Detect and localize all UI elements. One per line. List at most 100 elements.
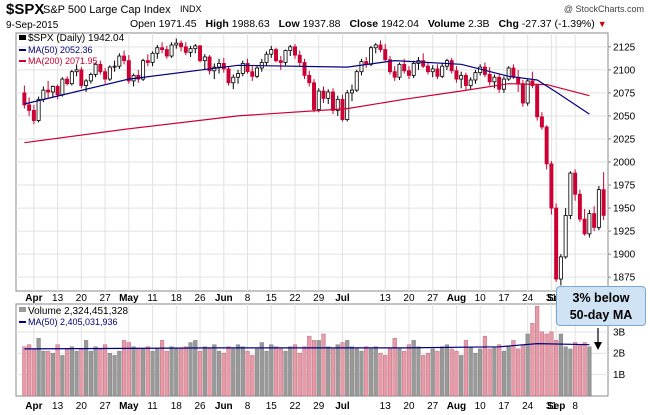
- callout-line-2: 50-day MA: [569, 308, 633, 322]
- price-tick-label: 2100: [613, 65, 636, 76]
- x-tick-label-bottom: May: [119, 401, 139, 412]
- close-value: 1942.04: [380, 18, 419, 30]
- x-tick-label-bottom: Apr: [25, 401, 42, 412]
- candle-body: [406, 70, 411, 76]
- candle-body: [539, 116, 544, 128]
- ma50-line: [24, 59, 590, 115]
- volume-bar: [530, 323, 535, 397]
- x-tick-label: 8: [245, 293, 251, 304]
- candle-body: [93, 63, 98, 75]
- x-tick-label-bottom: 29: [313, 401, 325, 412]
- volume-bar: [511, 340, 516, 397]
- x-tick-label-bottom: 22: [289, 401, 301, 412]
- candle-body: [369, 47, 373, 65]
- candle-body: [65, 78, 70, 85]
- candle-body: [84, 80, 89, 86]
- x-tick-label: 18: [171, 293, 183, 304]
- high-label: High: [205, 18, 229, 30]
- volume-bar: [549, 331, 554, 397]
- candle-body: [107, 66, 112, 80]
- volume-bar: [406, 344, 412, 397]
- volume-bar: [145, 346, 150, 397]
- candle-body: [373, 44, 378, 49]
- volume-bar: [283, 350, 288, 397]
- volume-bar: [492, 346, 497, 397]
- candle-body: [321, 90, 326, 99]
- volume-bar: [416, 346, 421, 397]
- candle-body: [22, 92, 27, 106]
- legend-swatch-spx: [19, 35, 26, 40]
- legend-spx: $SPX (Daily) 1942.04: [28, 33, 125, 44]
- symbol: $SPX: [6, 1, 45, 18]
- x-tick-label-bottom: 20: [76, 401, 88, 412]
- x-tick-label: 11: [147, 293, 158, 304]
- volume-bar: [159, 340, 165, 397]
- candle-body: [558, 256, 563, 280]
- source-credit: @ StockCharts.com: [563, 4, 644, 14]
- volume-bar: [373, 346, 378, 397]
- candle-body: [240, 63, 245, 74]
- legend-ma50: MA(50) 2052.36: [28, 45, 93, 55]
- candle-body: [463, 74, 468, 86]
- volume-bar: [368, 348, 374, 397]
- x-tick-label-bottom: Jul: [335, 401, 350, 412]
- candle-body: [331, 91, 335, 111]
- volume-bar: [93, 346, 98, 397]
- quote-date: 9-Sep-2015: [6, 20, 59, 31]
- candle-body: [435, 68, 440, 77]
- candle-body: [573, 172, 578, 195]
- volume-bar: [558, 333, 563, 397]
- candle-body: [402, 63, 407, 72]
- volume-bar: [487, 348, 492, 397]
- volume-bar: [188, 342, 193, 397]
- candle-body: [511, 67, 516, 78]
- volume-bar: [264, 350, 269, 397]
- candle-body: [103, 71, 108, 80]
- candle-body: [544, 126, 549, 165]
- x-tick-label: 13: [380, 293, 392, 304]
- x-tick-label: 13: [52, 293, 64, 304]
- x-tick-label: 22: [289, 293, 301, 304]
- volume-bar: [535, 305, 540, 397]
- volume-bar: [245, 350, 250, 397]
- x-tick-label-bottom: 8: [572, 401, 578, 412]
- candle-body: [421, 60, 426, 67]
- candle-body: [41, 89, 46, 100]
- volume-bar: [84, 340, 89, 397]
- x-tick-label-bottom: 15: [266, 401, 278, 412]
- volume-bar: [278, 348, 283, 397]
- annotation-callout: 3% below 50-day MA: [556, 286, 646, 326]
- low-value: 1937.88: [302, 18, 341, 30]
- callout-arrow: [594, 328, 602, 350]
- candle-body: [122, 55, 127, 62]
- candle-body: [354, 71, 359, 91]
- volume-bar: [216, 350, 222, 397]
- candle-body: [596, 189, 601, 228]
- volume-bar: [250, 355, 255, 397]
- x-tick-label: 26: [194, 293, 206, 304]
- candle-body: [155, 47, 160, 54]
- candle-body: [174, 42, 179, 46]
- candle-body: [520, 83, 525, 104]
- volume-bar: [311, 340, 317, 397]
- volume-bar: [155, 348, 160, 397]
- candle-body: [563, 215, 568, 258]
- candle-body: [74, 69, 79, 73]
- volume-bar: [349, 346, 355, 397]
- volume-tick-label: 1B: [613, 370, 626, 381]
- x-tick-label-bottom: 10: [475, 401, 487, 412]
- candle-body: [264, 53, 269, 63]
- x-tick-label: 31: [546, 293, 558, 304]
- volume-bar: [131, 346, 136, 397]
- candle-body: [278, 60, 283, 63]
- volume-bar: [31, 348, 36, 397]
- candle-body: [217, 63, 222, 68]
- x-tick-label: 27: [100, 293, 112, 304]
- x-tick-label-bottom: 26: [194, 401, 206, 412]
- legend-volume: Volume 2,324,451,328: [28, 306, 129, 317]
- volume-bar: [383, 355, 388, 397]
- candle-body: [188, 48, 193, 53]
- volume-bar: [212, 344, 217, 397]
- candle-body: [392, 71, 397, 78]
- volume-bar: [226, 346, 231, 397]
